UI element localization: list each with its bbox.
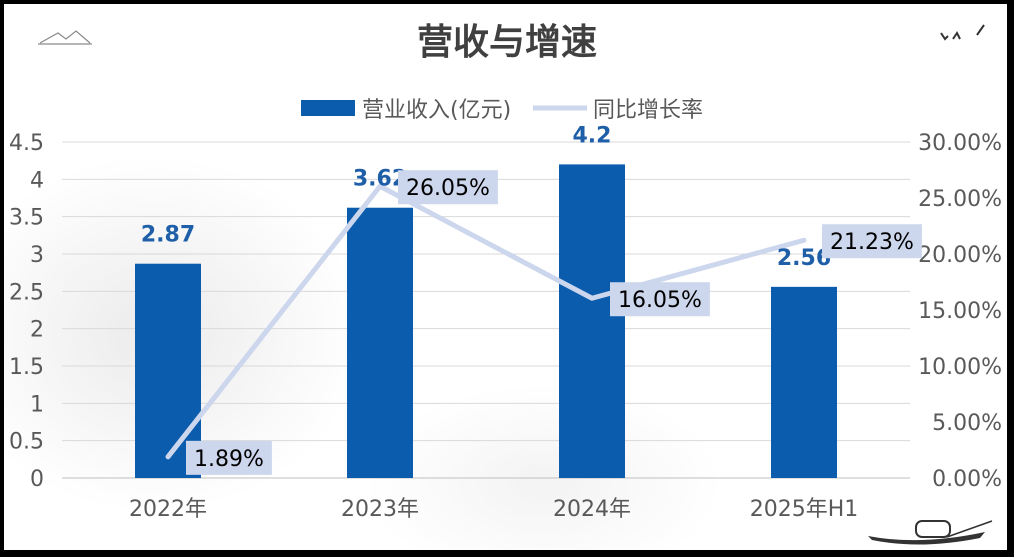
legend: 营业收入(亿元) 同比增长率 [301, 98, 703, 123]
left-tick-label: 3.5 [9, 206, 44, 231]
line-data-label-box [186, 440, 272, 475]
legend-label-revenue: 营业收入(亿元) [362, 98, 511, 123]
left-tick-label: 1 [30, 392, 44, 417]
left-axis: 0 0.5 1 1.5 2 2.5 3 3.5 4 4.5 [9, 131, 44, 492]
left-tick-label: 4 [30, 168, 44, 193]
bar [347, 207, 413, 478]
right-axis: 0.00% 5.00% 10.00% 15.00% 20.00% 25.00% 30.00% [918, 131, 1002, 492]
left-tick-label: 2 [30, 318, 44, 343]
line-data-label-text: 16.05% [618, 288, 702, 313]
line-data-label-box [610, 282, 710, 317]
legend-label-growth: 同比增长率 [593, 98, 703, 123]
line-series [165, 183, 807, 460]
ink-wash-decoration-bottom [364, 384, 724, 550]
right-tick-label: 5.00% [932, 411, 1002, 436]
line-data-label-text: 26.05% [406, 176, 490, 201]
right-tick-label: 10.00% [918, 355, 1002, 380]
bar [771, 286, 837, 478]
right-tick-label: 15.00% [918, 299, 1002, 324]
x-axis: 2022年 2023年 2024年 2025年H1 [129, 497, 858, 522]
line-data-label-box [398, 170, 498, 205]
bar-series [135, 164, 837, 478]
left-tick-label: 1.5 [9, 355, 44, 380]
mountain-icon [38, 30, 92, 45]
line-data-label-text: 21.23% [830, 230, 914, 255]
left-tick-label: 4.5 [9, 131, 44, 156]
left-tick-label: 0.5 [9, 430, 44, 455]
legend-swatch-revenue [301, 100, 355, 116]
right-tick-label: 20.00% [918, 243, 1002, 268]
left-tick-label: 3 [30, 243, 44, 268]
chart-title: 营收与增速 [417, 22, 597, 63]
birds-icon [940, 24, 985, 41]
bar [559, 164, 625, 478]
x-tick-label: 2022年 [129, 497, 207, 522]
left-tick-label: 0 [30, 467, 44, 492]
left-tick-label: 2.5 [9, 280, 44, 305]
line-data-label: 16.05% [610, 282, 710, 317]
bar-data-label: 4.2 [573, 123, 612, 148]
line-data-labels: 1.89% 26.05% 16.05% 21.23% [186, 170, 922, 475]
right-tick-label: 0.00% [932, 467, 1002, 492]
x-tick-label: 2023年 [341, 497, 419, 522]
line-data-label: 26.05% [398, 170, 498, 205]
boat-icon [868, 520, 993, 545]
line-data-label-box [822, 224, 922, 259]
bar-data-label: 2.87 [141, 223, 195, 248]
right-tick-label: 25.00% [918, 187, 1002, 212]
line-data-label-text: 1.89% [194, 447, 264, 472]
x-tick-label: 2024年 [553, 497, 631, 522]
growth-line [165, 183, 807, 460]
right-tick-label: 30.00% [918, 131, 1002, 156]
gridlines [62, 141, 910, 479]
line-data-label: 21.23% [822, 224, 922, 259]
x-tick-label: 2025年H1 [750, 497, 859, 522]
line-data-label: 1.89% [186, 440, 272, 475]
